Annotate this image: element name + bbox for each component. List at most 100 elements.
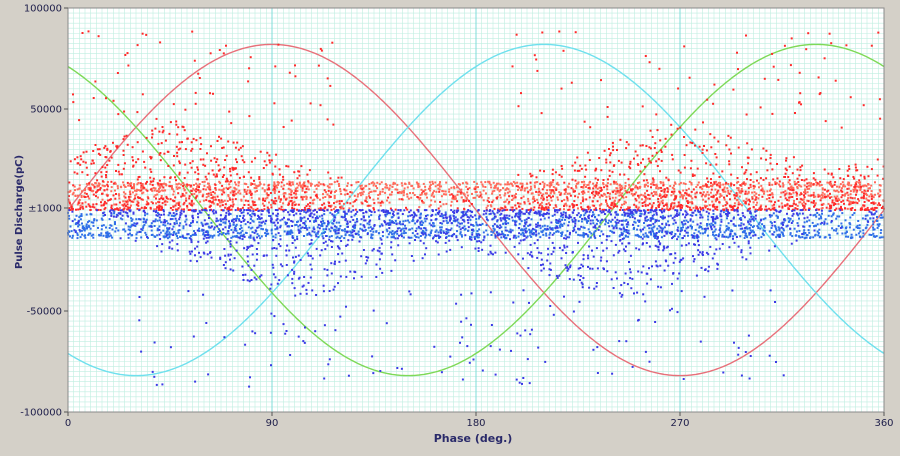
positive-pulse-point — [411, 185, 413, 187]
positive-pulse-point — [291, 207, 293, 209]
positive-pulse-point — [838, 168, 840, 170]
positive-pulse-point — [729, 205, 731, 207]
positive-pulse-point — [399, 198, 401, 200]
negative-pulse-point — [223, 232, 225, 234]
positive-pulse-point — [709, 209, 711, 211]
positive-pulse-point — [532, 209, 534, 211]
positive-pulse-point — [517, 189, 519, 191]
negative-pulse-point — [752, 226, 754, 228]
positive-pulse-point — [191, 31, 193, 33]
positive-pulse-point — [794, 207, 796, 209]
negative-pulse-point — [403, 232, 405, 234]
positive-pulse-point — [534, 54, 536, 56]
positive-pulse-point — [191, 200, 193, 202]
negative-pulse-point — [433, 225, 435, 227]
positive-pulse-point — [328, 202, 330, 204]
positive-pulse-point — [162, 202, 164, 204]
positive-pulse-point — [607, 182, 609, 184]
positive-pulse-point — [535, 59, 537, 61]
positive-pulse-point — [169, 185, 171, 187]
positive-pulse-point — [221, 193, 223, 195]
positive-pulse-point — [144, 206, 146, 208]
positive-pulse-point — [77, 209, 79, 211]
negative-pulse-point — [252, 231, 254, 233]
negative-pulse-point — [234, 257, 236, 259]
positive-pulse-point — [439, 189, 441, 191]
positive-pulse-point — [680, 204, 682, 206]
positive-pulse-point — [670, 194, 672, 196]
positive-pulse-point — [702, 207, 704, 209]
positive-pulse-point — [368, 205, 370, 207]
positive-pulse-point — [453, 196, 455, 198]
positive-pulse-point — [205, 199, 207, 201]
positive-pulse-point — [293, 171, 295, 173]
negative-pulse-point — [344, 230, 346, 232]
positive-pulse-point — [471, 193, 473, 195]
positive-pulse-point — [196, 196, 198, 198]
positive-pulse-point — [223, 174, 225, 176]
negative-pulse-point — [145, 234, 147, 236]
negative-pulse-point — [628, 230, 630, 232]
positive-pulse-point — [206, 178, 208, 180]
negative-pulse-point — [728, 246, 730, 248]
positive-pulse-point — [384, 192, 386, 194]
positive-pulse-point — [760, 185, 762, 187]
negative-pulse-point — [876, 216, 878, 218]
positive-pulse-point — [518, 206, 520, 208]
negative-pulse-point — [531, 218, 533, 220]
positive-pulse-point — [488, 197, 490, 199]
positive-pulse-point — [796, 198, 798, 200]
positive-pulse-point — [101, 176, 103, 178]
negative-pulse-point — [129, 229, 131, 231]
negative-pulse-point — [586, 222, 588, 224]
negative-pulse-point — [163, 236, 165, 238]
positive-pulse-point — [654, 193, 656, 195]
positive-pulse-point — [182, 185, 184, 187]
negative-pulse-point — [826, 223, 828, 225]
negative-pulse-point — [608, 220, 610, 222]
positive-pulse-point — [808, 195, 810, 197]
negative-pulse-point — [836, 215, 838, 217]
positive-pulse-point — [608, 148, 610, 150]
positive-pulse-point — [205, 176, 207, 178]
negative-pulse-point — [690, 225, 692, 227]
positive-pulse-point — [749, 201, 751, 203]
positive-pulse-point — [357, 181, 359, 183]
positive-pulse-point — [686, 189, 688, 191]
negative-pulse-point — [382, 235, 384, 237]
positive-pulse-point — [227, 200, 229, 202]
positive-pulse-point — [646, 179, 648, 181]
positive-pulse-point — [750, 184, 752, 186]
negative-pulse-point — [243, 211, 245, 213]
positive-pulse-point — [101, 193, 103, 195]
negative-pulse-point — [92, 237, 94, 239]
positive-pulse-point — [245, 200, 247, 202]
positive-pulse-point — [578, 193, 580, 195]
negative-pulse-point — [77, 237, 79, 239]
positive-pulse-point — [81, 171, 83, 173]
negative-pulse-point — [457, 239, 459, 241]
positive-pulse-point — [633, 158, 635, 160]
positive-pulse-point — [223, 147, 225, 149]
positive-pulse-point — [313, 191, 315, 193]
negative-pulse-point — [720, 219, 722, 221]
negative-pulse-point — [445, 211, 447, 213]
positive-pulse-point — [167, 151, 169, 153]
positive-pulse-point — [160, 159, 162, 161]
negative-pulse-point — [782, 232, 784, 234]
negative-pulse-point — [740, 222, 742, 224]
positive-pulse-point — [835, 197, 837, 199]
positive-pulse-point — [572, 179, 574, 181]
negative-pulse-point — [809, 225, 811, 227]
positive-pulse-point — [162, 187, 164, 189]
positive-pulse-point — [689, 77, 691, 79]
negative-pulse-point — [235, 225, 237, 227]
negative-pulse-point — [623, 228, 625, 230]
negative-pulse-point — [869, 234, 871, 236]
negative-pulse-point — [275, 234, 277, 236]
negative-pulse-point — [521, 228, 523, 230]
positive-pulse-point — [330, 206, 332, 208]
positive-pulse-point — [705, 195, 707, 197]
positive-pulse-point — [138, 189, 140, 191]
negative-pulse-point — [623, 230, 625, 232]
